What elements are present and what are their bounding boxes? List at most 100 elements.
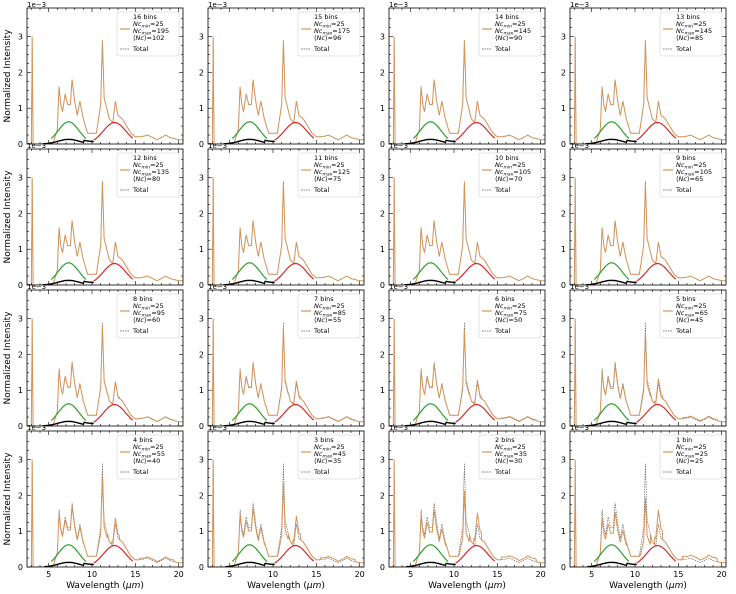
- legend-box: [297, 11, 361, 57]
- y-tick-label: 0: [199, 281, 204, 290]
- y-tick-label: 0: [380, 422, 385, 431]
- y-tick-label: 2: [380, 68, 385, 77]
- y-tick-label: 1: [199, 527, 204, 536]
- green-band: [412, 403, 449, 421]
- legend-total-label: Total: [313, 468, 329, 476]
- legend-box: [478, 11, 542, 57]
- legend-bins-label: 3 bins: [314, 436, 334, 444]
- legend-bins-label: 13 bins: [676, 13, 700, 21]
- legend-bins-label: 9 bins: [676, 154, 696, 162]
- panel-1: 0 1 2 3 1e−3 Normalized Intensity 16 binsNcmin…: [3, 1, 184, 149]
- spectrum-line: [570, 36, 726, 144]
- y-tick-label: 1: [18, 386, 23, 395]
- continuum-band: [225, 561, 275, 567]
- spectrum-line: [27, 318, 183, 426]
- legend-bins-label: 8 bins: [133, 295, 153, 303]
- legend-bins-label: 15 bins: [314, 13, 338, 21]
- legend-ncmin: Ncmin=25: [495, 161, 526, 171]
- scale-label: 1e−3: [389, 424, 408, 432]
- y-tick-label: 1: [18, 527, 23, 536]
- y-tick-label: 1: [18, 104, 23, 113]
- axes-frame: [207, 430, 365, 568]
- legend-ncmin: Ncmin=25: [676, 161, 707, 171]
- red-band: [455, 544, 496, 564]
- legend-ncmax: Ncmax=65: [676, 309, 708, 319]
- green-band: [50, 403, 87, 421]
- legend-ncmin: Ncmin=25: [676, 443, 707, 453]
- legend-box: [659, 152, 723, 198]
- legend-box: [478, 293, 542, 339]
- legend-box: [116, 152, 180, 198]
- x-tick-label: 5: [408, 570, 413, 579]
- y-axis-label: Normalized Intensity: [3, 452, 13, 546]
- green-band: [231, 544, 268, 562]
- red-band: [636, 403, 677, 423]
- y-tick-label: 0: [18, 281, 23, 290]
- x-tick-label: 10: [630, 570, 640, 579]
- y-tick-label: 1: [561, 104, 566, 113]
- axes-frame: [569, 7, 727, 145]
- spectrum-line: [389, 36, 545, 144]
- scale-label: 1e−3: [570, 283, 589, 291]
- legend-ncavg: ⟨Nc⟩=60: [133, 316, 160, 324]
- y-tick-label: 3: [18, 315, 23, 324]
- y-tick-label: 2: [199, 350, 204, 359]
- legend-total-label: Total: [675, 327, 691, 335]
- x-tick-label: 15: [492, 570, 502, 579]
- legend-bins-label: 1 bin: [676, 436, 692, 444]
- y-tick-label: 0: [18, 422, 23, 431]
- green-band: [412, 262, 449, 280]
- y-tick-label: 3: [18, 33, 23, 42]
- total-line: [389, 459, 541, 567]
- y-tick-label: 1: [380, 104, 385, 113]
- legend-ncmin: Ncmin=25: [495, 20, 526, 30]
- legend-ncmin: Ncmin=25: [495, 443, 526, 453]
- green-band: [593, 544, 630, 562]
- legend-bins-label: 4 bins: [133, 436, 153, 444]
- continuum-band: [587, 279, 637, 285]
- legend-box: [659, 293, 723, 339]
- red-band: [93, 262, 134, 282]
- x-tick-label: 20: [355, 570, 365, 579]
- legend-bins-label: 2 bins: [495, 436, 515, 444]
- y-tick-label: 3: [199, 456, 204, 465]
- green-band: [231, 121, 268, 139]
- green-band: [50, 544, 87, 562]
- y-tick-label: 1: [561, 386, 566, 395]
- continuum-band: [44, 138, 94, 144]
- y-tick-label: 0: [199, 563, 204, 572]
- y-tick-label: 2: [561, 68, 566, 77]
- axes-frame: [569, 289, 727, 427]
- axes-frame: [569, 148, 727, 286]
- green-band: [50, 262, 87, 280]
- panel-9: 0 1 2 3 1e−3 Normalized Intensity 8 binsNcmin=…: [3, 283, 184, 431]
- panel-5: 0 1 2 3 1e−3 Normalized Intensity 12 binsNcmin…: [3, 142, 184, 290]
- red-band: [636, 262, 677, 282]
- y-tick-label: 3: [199, 315, 204, 324]
- red-band: [93, 121, 134, 141]
- legend-box: [297, 293, 361, 339]
- continuum-band: [406, 420, 456, 426]
- x-tick-label: 5: [46, 570, 51, 579]
- total-line: [208, 459, 360, 567]
- legend-ncmin: Ncmin=25: [314, 443, 345, 453]
- legend-ncmax: Ncmax=145: [676, 27, 712, 37]
- y-tick-label: 1: [199, 245, 204, 254]
- plot-area: [208, 318, 364, 426]
- legend-ncmin: Ncmin=25: [133, 161, 164, 171]
- plot-area: [208, 177, 364, 285]
- legend-total-label: Total: [675, 186, 691, 194]
- continuum-band: [587, 138, 637, 144]
- green-band: [412, 544, 449, 562]
- y-tick-label: 3: [18, 456, 23, 465]
